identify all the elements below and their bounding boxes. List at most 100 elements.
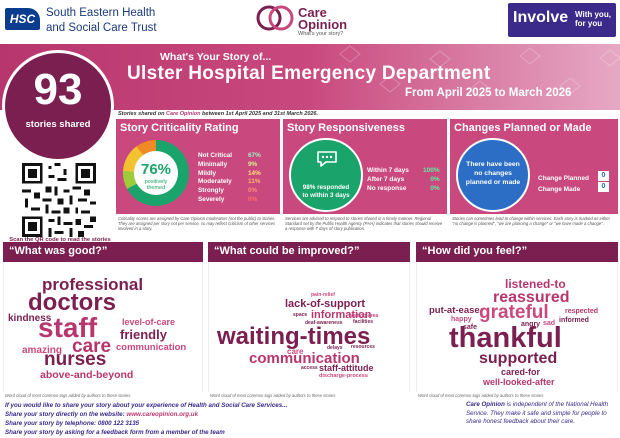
care-opinion-name: Care Opinion xyxy=(298,5,348,32)
involve-sub-line2: for you xyxy=(575,19,603,28)
changes-panel: Changes Planned or Made There have been … xyxy=(450,119,618,214)
wordcloud-feel-caption: Word cloud of most common tags added by … xyxy=(418,393,544,398)
hero-pattern xyxy=(339,45,620,98)
footer-line1: If you would like to share your story ab… xyxy=(5,402,288,409)
criticality-value-mildly: 14% xyxy=(248,169,261,177)
changes-value-made: 0 xyxy=(598,182,609,192)
changes-circle: There have been no changes planned or ma… xyxy=(456,138,530,212)
involve-logo: Involve With you, for you xyxy=(508,3,616,37)
word-put-at-ease: put-at-ease xyxy=(429,305,480,316)
word-angry: angry xyxy=(521,321,541,328)
wordcloud-improve-title: “What could be improved?” xyxy=(208,242,410,262)
word-facilities: facilities xyxy=(353,319,374,325)
shared-line-prefix: Stories shared on xyxy=(118,111,166,117)
footer-line2: Share your story directly on the website… xyxy=(5,410,287,419)
donut-segment-moderately xyxy=(136,140,156,156)
word-deaf-awareness: deaf-awareness xyxy=(305,320,343,326)
responsiveness-circle: 98% responded to within 3 days xyxy=(289,138,363,212)
page-header: HSC South Eastern Health and Social Care… xyxy=(0,0,620,44)
care-opinion-name-line1: Care xyxy=(298,5,327,20)
date-range: From April 2025 to March 2026 xyxy=(405,87,572,99)
word-listened-to: listened-to xyxy=(505,277,566,291)
criticality-label-strongly: Strongly xyxy=(198,187,224,195)
word-thankful: thankful xyxy=(449,322,562,354)
footer-disclaimer: Care Opinion is independent of the Natio… xyxy=(466,401,616,427)
word-friendly: friendly xyxy=(120,327,167,342)
donut-segment-mildly xyxy=(123,146,144,172)
wordcloud-feel: listened-to reassured put-at-ease gratef… xyxy=(416,262,618,392)
care-opinion-name-line2: Opinion xyxy=(298,17,348,32)
word-pain-relief: pain-relief xyxy=(311,292,335,298)
word-sad: sad xyxy=(543,320,556,327)
changes-value-planned: 0 xyxy=(598,171,609,181)
word-supported: supported xyxy=(479,350,558,367)
care-opinion-tagline: What's your story? xyxy=(298,31,344,37)
word-communication-improve: communication xyxy=(249,350,360,367)
stories-count: 93 xyxy=(33,65,83,114)
changes-title: Changes Planned or Made xyxy=(454,122,592,134)
criticality-value-severely: 0% xyxy=(248,195,258,203)
changes-summary-line2: no changes xyxy=(474,170,512,177)
hsc-logo-icon: HSC xyxy=(5,8,40,30)
responsiveness-label-after-7: After 7 days xyxy=(367,176,405,183)
changes-label-planned: Change Planned xyxy=(538,175,589,182)
criticality-title: Story Criticality Rating xyxy=(120,122,239,134)
word-grateful: grateful xyxy=(479,302,549,323)
word-delays: delays xyxy=(327,345,343,351)
wordcloud-good: professional doctors kindness staff leve… xyxy=(3,262,203,392)
responsiveness-summary-line2: to within 3 days xyxy=(302,192,350,199)
care-opinion-logo: Care Opinion What's your story? xyxy=(256,2,366,40)
criticality-label-moderately: Moderately xyxy=(198,178,232,186)
criticality-note: Criticality scores are assigned by Care … xyxy=(118,216,276,232)
responsiveness-label-no-response: No response xyxy=(367,185,407,192)
word-reassured: reassured xyxy=(493,289,570,306)
changes-note: Stories can sometimes lead to change wit… xyxy=(452,216,611,227)
criticality-panel: Story Criticality Rating 76% positively … xyxy=(116,119,280,214)
changes-values: 0 0 xyxy=(598,171,609,193)
responsiveness-labels: Within 7 days After 7 days No response xyxy=(367,166,409,193)
word-well-looked-after: well-looked-after xyxy=(483,377,555,387)
involve-word: Involve xyxy=(513,9,569,26)
word-nurses: nurses xyxy=(44,349,107,370)
footer-share-info: If you would like to share your story ab… xyxy=(5,401,287,437)
footer-disclaimer-text: is independent of the National Health Se… xyxy=(466,401,609,426)
title-intro: What's Your Story of... xyxy=(160,51,272,63)
responsiveness-summary: 98% responded to within 3 days xyxy=(295,184,357,200)
responsiveness-title: Story Responsiveness xyxy=(287,122,405,134)
donut-segment-minimally xyxy=(123,170,137,189)
footer-line3: Share your story by telephone: 0800 122 … xyxy=(5,420,140,427)
word-professional: professional xyxy=(42,275,144,294)
wordcloud-good-title: “What was good?” xyxy=(3,242,203,262)
responsiveness-note: Services are advised to respond to stori… xyxy=(285,216,443,232)
word-care-improve: care xyxy=(287,347,304,356)
criticality-donut-chart: 76% positively themed xyxy=(123,140,189,206)
changes-labels: Change Planned Change Made xyxy=(538,173,589,195)
shared-line-suffix: between 1st April 2025 and 31st March 20… xyxy=(200,111,319,117)
criticality-value-moderately: 11% xyxy=(248,178,261,186)
footer-brand: Care Opinion xyxy=(466,401,505,408)
criticality-labels: Not Critical Minimally Mildly Moderately… xyxy=(198,152,232,205)
shared-period-line: Stories shared on Care Opinion between 1… xyxy=(118,111,318,117)
responsiveness-values: 100% 0% 0% xyxy=(423,166,440,193)
criticality-center-value: 76% xyxy=(141,161,171,178)
word-resources: resources xyxy=(351,344,375,350)
criticality-label-minimally: Minimally xyxy=(198,160,228,168)
responsiveness-label-within-7: Within 7 days xyxy=(367,167,409,174)
word-communication: communication xyxy=(116,342,187,353)
footer-line2-prefix: Share your story directly on the website… xyxy=(5,411,127,418)
wordcloud-improve-caption: Word cloud of most common tags added by … xyxy=(210,393,336,398)
responsiveness-panel: Story Responsiveness 98% responded to wi… xyxy=(283,119,447,214)
changes-summary-line1: There have been xyxy=(466,161,520,168)
responsiveness-summary-line1: 98% responded xyxy=(302,184,350,191)
word-care: care xyxy=(72,336,112,357)
footer-website-link[interactable]: www.careopinion.org.uk xyxy=(126,411,199,418)
stories-label: stories shared xyxy=(25,119,91,130)
criticality-value-not-critical: 67% xyxy=(248,152,261,159)
word-amazing: amazing xyxy=(22,345,63,356)
criticality-label-mildly: Mildly xyxy=(198,169,217,177)
responsiveness-value-no-response: 0% xyxy=(430,185,440,192)
word-lack-of-support: lack-of-support xyxy=(285,298,366,310)
footer-line4: Share your story by asking for a feedbac… xyxy=(5,429,225,436)
qr-code-icon[interactable] xyxy=(22,163,96,237)
word-kindness: kindness xyxy=(8,313,52,324)
